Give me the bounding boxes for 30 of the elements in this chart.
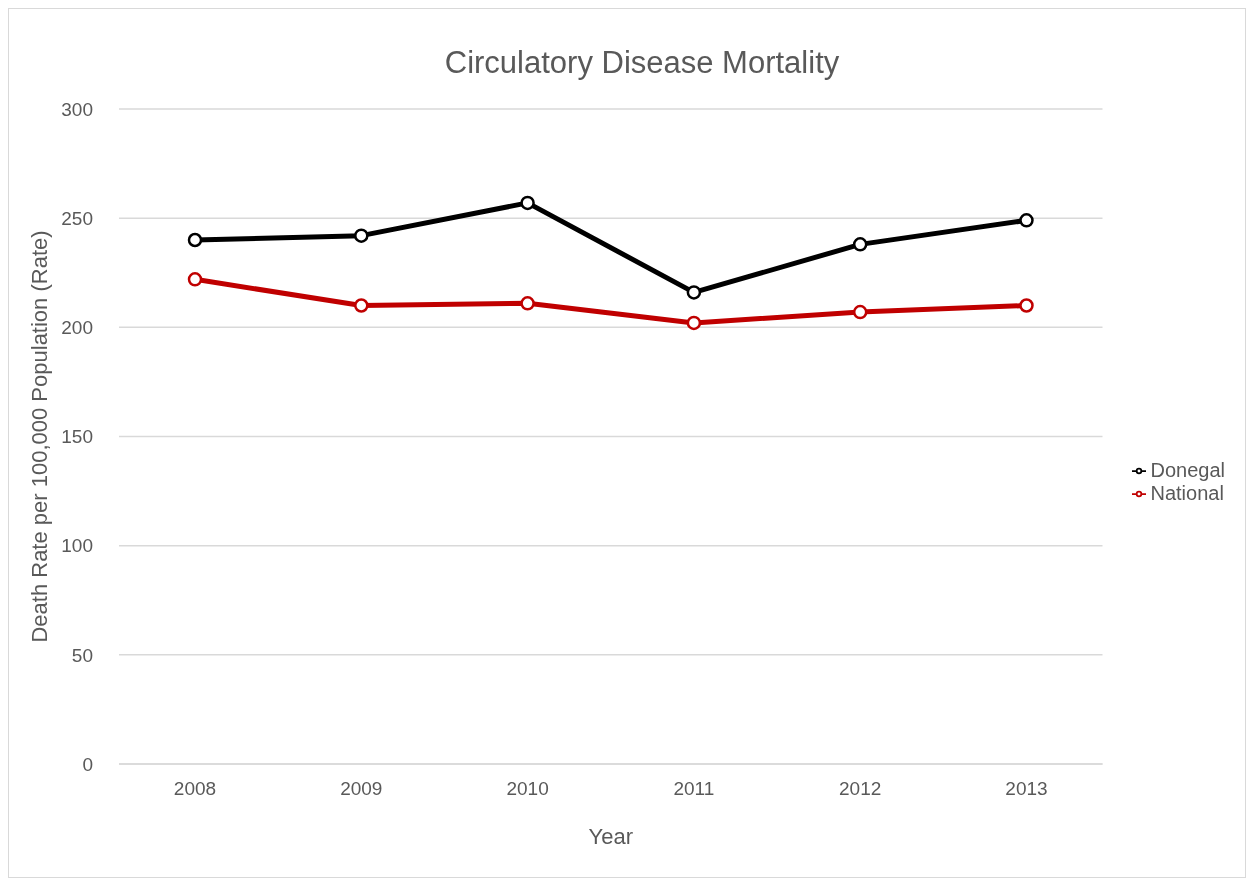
y-tick-label: 300 <box>61 98 93 120</box>
legend-label: National <box>1150 481 1224 504</box>
point <box>852 304 868 320</box>
x-tick-label: 2011 <box>673 778 715 800</box>
point <box>1019 298 1034 313</box>
y-tick-label: 200 <box>61 317 93 339</box>
point <box>354 228 369 243</box>
chart-title: Circulatory Disease Mortality <box>443 45 841 81</box>
point <box>686 315 702 331</box>
x-axis-title: Year <box>588 824 633 849</box>
point <box>520 296 535 311</box>
point <box>686 285 702 300</box>
point <box>354 298 369 313</box>
x-tick-label: 2012 <box>839 778 882 800</box>
x-tick-label: 2009 <box>340 778 383 800</box>
y-tick-label: 0 <box>82 753 93 775</box>
point <box>520 195 535 211</box>
y-tick-label: 150 <box>61 426 93 448</box>
point <box>187 272 203 287</box>
x-tick-label: 2008 <box>173 778 217 800</box>
point <box>187 232 203 248</box>
point <box>852 237 868 252</box>
y-tick-label: 50 <box>71 644 93 666</box>
x-tick-label: 2010 <box>506 778 549 800</box>
legend-label: Donegal <box>1150 458 1225 481</box>
x-tick-label: 2013 <box>1005 778 1048 800</box>
y-axis-title: Death Rate per 100,000 Population (Rate) <box>26 230 52 643</box>
point <box>1019 213 1034 228</box>
y-tick-label: 100 <box>61 535 93 557</box>
y-tick-label: 250 <box>61 207 93 229</box>
